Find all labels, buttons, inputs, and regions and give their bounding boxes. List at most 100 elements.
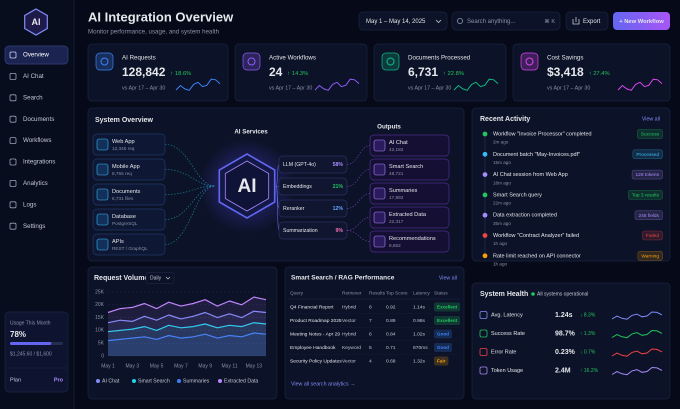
y-tick-label: 20K	[95, 302, 105, 308]
output-node	[369, 182, 450, 205]
series-line	[107, 332, 267, 342]
kpi-icon	[381, 52, 400, 71]
timeline-dot	[482, 151, 488, 157]
nav-item[interactable]: Documents	[23, 116, 54, 123]
output-icon	[373, 211, 386, 224]
status-badge	[434, 343, 452, 352]
kpi-sparkline	[453, 78, 499, 91]
nav-icon	[9, 137, 17, 145]
status-badge	[642, 230, 663, 241]
label: Smart Search	[389, 164, 423, 170]
hub-label: AI	[238, 176, 257, 197]
nav-item[interactable]: Overview	[23, 52, 49, 59]
label: AI Requests	[122, 55, 156, 62]
input-icon	[96, 238, 109, 251]
input-icon	[96, 163, 109, 176]
nav-icon	[9, 222, 17, 230]
label: Good	[437, 332, 449, 337]
connector	[346, 230, 371, 242]
label: ↑ 14.3%	[287, 71, 308, 77]
output-node	[369, 134, 450, 157]
nav-item[interactable]: Integrations	[23, 159, 55, 166]
label: AI Chat	[389, 140, 408, 146]
dropdown[interactable]	[145, 272, 175, 284]
nav-active[interactable]	[4, 45, 69, 65]
page-title: AI Integration Overview	[88, 9, 234, 24]
label: All systems operational	[537, 292, 588, 298]
date-picker[interactable]	[358, 11, 448, 31]
column-header: Latency	[413, 290, 430, 296]
table-cell: 7	[369, 318, 372, 324]
label: Warning	[641, 253, 659, 259]
label: Cost Savings	[547, 55, 583, 62]
table-cell: Hybrid	[342, 304, 356, 310]
label: 8,765 req	[112, 171, 132, 176]
label: 42,182	[389, 147, 404, 152]
status-badge	[434, 316, 461, 325]
label: Recommendations	[389, 236, 436, 242]
nav-item[interactable]: Analytics	[23, 180, 48, 187]
y-tick-label: 25K	[95, 289, 105, 295]
input-node	[92, 158, 166, 181]
column-header: Top Score	[386, 290, 408, 296]
nav-item[interactable]: Search	[23, 94, 43, 101]
table-cell: 0.92	[386, 304, 396, 310]
label: 35m ago	[493, 221, 511, 226]
nav-item[interactable]: Logs	[23, 201, 36, 208]
label: 12,345 req	[112, 146, 135, 151]
table-cell: Vector	[342, 318, 356, 324]
timeline-dot	[482, 233, 488, 238]
label: 128 tokens	[636, 172, 660, 178]
table-cell: 0.89	[386, 318, 396, 324]
export-icon	[572, 17, 580, 25]
nav-item[interactable]: AI Chat	[23, 73, 44, 80]
label: Export	[583, 19, 601, 25]
label: Smart Search / RAG Performance	[291, 275, 395, 282]
label: Workflow "Invoice Processor" completed	[493, 131, 592, 137]
label: 18m ago	[493, 180, 511, 185]
new-workflow-button[interactable]	[613, 12, 670, 30]
label: 1h ago	[493, 262, 507, 267]
label[interactable]: View all	[439, 275, 457, 281]
nav-item[interactable]: Workflows	[23, 137, 51, 144]
connector	[346, 145, 371, 165]
label: $1,245.60 / $1,600	[10, 351, 52, 357]
x-tick-label: May 7	[174, 363, 188, 369]
label: ⌘ K	[544, 18, 555, 25]
output-node	[369, 206, 450, 229]
nav-item[interactable]: Settings	[23, 223, 45, 230]
legend-swatch	[218, 379, 222, 383]
table-cell: 6	[369, 331, 372, 337]
y-tick-label: 15K	[95, 315, 105, 321]
connector	[275, 185, 280, 187]
label[interactable]: View all search analytics →	[291, 381, 355, 387]
usage-card	[4, 311, 69, 393]
label: + New Workflow	[619, 19, 664, 25]
label: Summarization	[283, 228, 318, 234]
x-tick-label: May 3	[125, 363, 139, 369]
label: Token Usage	[491, 368, 523, 374]
label[interactable]: View all	[642, 116, 660, 122]
label: 2.4M	[555, 367, 571, 374]
label: 6,731 files	[112, 196, 134, 201]
hub-inner	[224, 160, 270, 212]
kpi-sparkline	[175, 78, 221, 91]
label: Search anything...	[467, 19, 516, 25]
export-button[interactable]	[565, 11, 609, 31]
label: 1.24s	[555, 312, 573, 319]
label: Processed	[636, 152, 659, 158]
nav-icon	[9, 115, 17, 123]
status-badge	[434, 356, 449, 366]
label: 0.23%	[555, 349, 576, 356]
search-box[interactable]	[451, 11, 561, 31]
table-cell: Employee Handbook	[290, 345, 336, 351]
label: Rate limit reached on API connector	[493, 253, 581, 259]
label: Excellent	[437, 305, 458, 310]
connector	[164, 185, 216, 220]
status-dot	[531, 292, 535, 296]
label: 2m ago	[493, 140, 509, 145]
legend-label: AI Chat	[102, 378, 120, 384]
table-cell: Q4 Financial Report	[290, 304, 334, 310]
metric-sparkline	[611, 366, 663, 376]
label: Document batch "May-Invoices.pdf"	[493, 152, 580, 158]
